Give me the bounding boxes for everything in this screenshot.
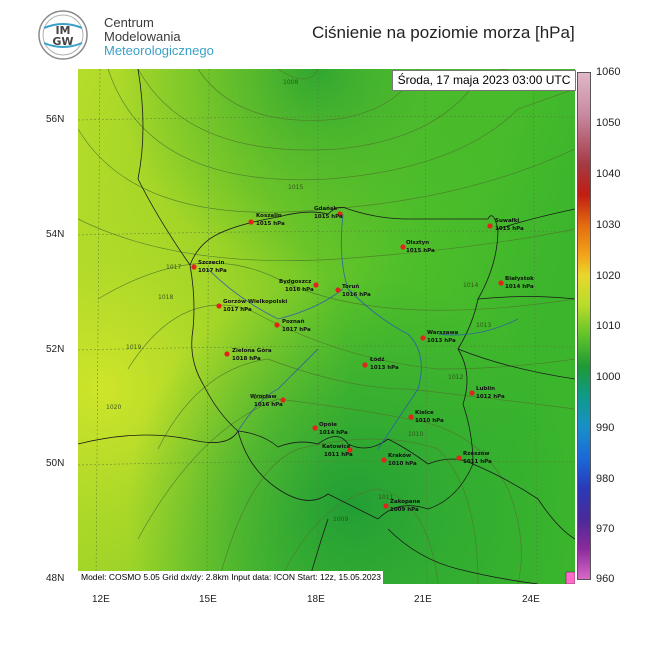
- city-value: 1015 hPa: [256, 221, 285, 227]
- city-name: Lublin: [476, 386, 495, 392]
- city-name: Zielona Góra: [232, 347, 272, 354]
- city-name: Suwałki: [495, 218, 519, 224]
- city-name: Wrocław: [250, 394, 277, 400]
- city-name: Koszalin: [256, 213, 282, 219]
- lat-label: 48N: [46, 573, 65, 584]
- city-name: Łódź: [369, 356, 384, 363]
- city-name: Bydgoszcz: [279, 279, 311, 285]
- city-name: Rzeszów: [463, 450, 490, 457]
- city-name: Warszawa: [427, 330, 459, 336]
- lon-label: 18E: [307, 594, 325, 605]
- imgw-logo: IM GW: [38, 10, 88, 60]
- lat-label: 50N: [46, 458, 65, 469]
- city-value: 1009 hPa: [390, 507, 419, 513]
- city-name: Toruń: [342, 283, 359, 290]
- city-value: 1016 hPa: [342, 292, 371, 298]
- city-value: 1016 hPa: [285, 287, 314, 293]
- city-markers: [191, 211, 504, 509]
- colorbar-label: 1040: [596, 168, 621, 180]
- city-name: Kraków: [388, 452, 411, 459]
- isobar-label: 1013: [476, 322, 491, 329]
- isobar-label: 1009: [333, 516, 348, 523]
- org-line-2: Modelowania: [104, 29, 181, 44]
- city-labels: Koszalin 1015 hPa Gdańsk 1015 hPa Suwałk…: [198, 205, 534, 513]
- isobar-label: 1017: [166, 264, 181, 271]
- lon-label: 24E: [522, 594, 540, 605]
- forecast-datetime: Środa, 17 maja 2023 03:00 UTC: [392, 70, 576, 91]
- lat-label: 54N: [46, 229, 65, 240]
- lon-label: 21E: [414, 594, 432, 605]
- model-info: Model: COSMO 5.05 Grid dx/dy: 2.8km Inpu…: [78, 571, 383, 584]
- organization-name: Centrum Modelowania Meteorologicznego: [104, 16, 214, 58]
- city-value: 1014 hPa: [505, 284, 534, 290]
- city-name: Gdańsk: [314, 205, 337, 212]
- isobar-label: 1018: [158, 294, 173, 301]
- rivers: [207, 213, 519, 450]
- city-value: 1015 hPa: [495, 226, 524, 232]
- city-name: Gorzów Wielkopolski: [223, 298, 287, 305]
- city-name: Białystok: [505, 276, 534, 282]
- city-value: 1015 hPa: [314, 214, 343, 220]
- colorbar-label: 1000: [596, 371, 621, 383]
- isobar-label: 1010: [408, 431, 423, 438]
- org-line-1: Centrum: [104, 15, 154, 30]
- city-value: 1013 hPa: [427, 338, 456, 344]
- colorbar-label: 980: [596, 473, 615, 485]
- colorbar-label: 1010: [596, 320, 621, 332]
- city-value: 1011 hPa: [463, 459, 492, 465]
- map-title: Ciśnienie na poziomie morza [hPa]: [312, 23, 575, 42]
- isobar-label: 1019: [126, 344, 141, 351]
- colorbar-label: 1020: [596, 270, 621, 282]
- city-value: 1013 hPa: [370, 365, 399, 371]
- city-value: 1012 hPa: [476, 394, 505, 400]
- lat-label: 52N: [46, 344, 65, 355]
- city-name: Opole: [319, 422, 337, 428]
- city-name: Zakopane: [390, 499, 421, 505]
- city-value: 1015 hPa: [406, 248, 435, 254]
- graticule: [78, 69, 575, 584]
- city-value: 1010 hPa: [388, 461, 417, 467]
- colorbar-label: 1050: [596, 117, 621, 129]
- city-name: Olsztyn: [406, 240, 429, 246]
- lon-label: 15E: [199, 594, 217, 605]
- isobar-label: 1016: [253, 394, 268, 401]
- org-line-3: Meteorologicznego: [104, 43, 214, 58]
- isobar-label: 1012: [448, 374, 463, 381]
- isobar-label: 1020: [106, 404, 121, 411]
- city-name: Szczecin: [198, 260, 224, 266]
- isobar-label: 1011: [378, 494, 393, 501]
- pressure-map: Koszalin 1015 hPa Gdańsk 1015 hPa Suwałk…: [78, 69, 575, 584]
- city-name: Poznań: [282, 318, 305, 325]
- city-value: 1017 hPa: [198, 268, 227, 274]
- city-value: 1016 hPa: [254, 402, 283, 408]
- country-borders: [78, 69, 575, 584]
- pressure-colorbar: [577, 72, 591, 580]
- city-value: 1018 hPa: [232, 356, 261, 362]
- colorbar-label: 960: [596, 573, 615, 585]
- city-value: 1010 hPa: [415, 418, 444, 424]
- svg-text:IM: IM: [55, 24, 70, 37]
- colorbar-label: 990: [596, 422, 615, 434]
- isobars: [78, 69, 575, 584]
- city-name: Kielce: [415, 410, 434, 416]
- isobar-label: 1014: [463, 282, 478, 289]
- lon-label: 12E: [92, 594, 110, 605]
- city-value: 1017 hPa: [223, 307, 252, 313]
- isobar-labels: 1008 1009 1010 1011 1012 1013 1014 1015 …: [106, 79, 491, 523]
- map-canvas: Koszalin 1015 hPa Gdańsk 1015 hPa Suwałk…: [78, 69, 575, 584]
- svg-text:GW: GW: [52, 35, 73, 48]
- city-value: 1014 hPa: [319, 430, 348, 436]
- colorbar-label: 1030: [596, 219, 621, 231]
- isobar-label: 1015: [288, 184, 303, 191]
- isobar-label: 1008: [283, 79, 298, 86]
- city-value: 1011 hPa: [324, 452, 353, 458]
- city-value: 1017 hPa: [282, 327, 311, 333]
- colorbar-label: 1060: [596, 66, 621, 78]
- city-name: Katowice: [322, 444, 351, 450]
- lat-label: 56N: [46, 114, 65, 125]
- colorbar-label: 970: [596, 523, 615, 535]
